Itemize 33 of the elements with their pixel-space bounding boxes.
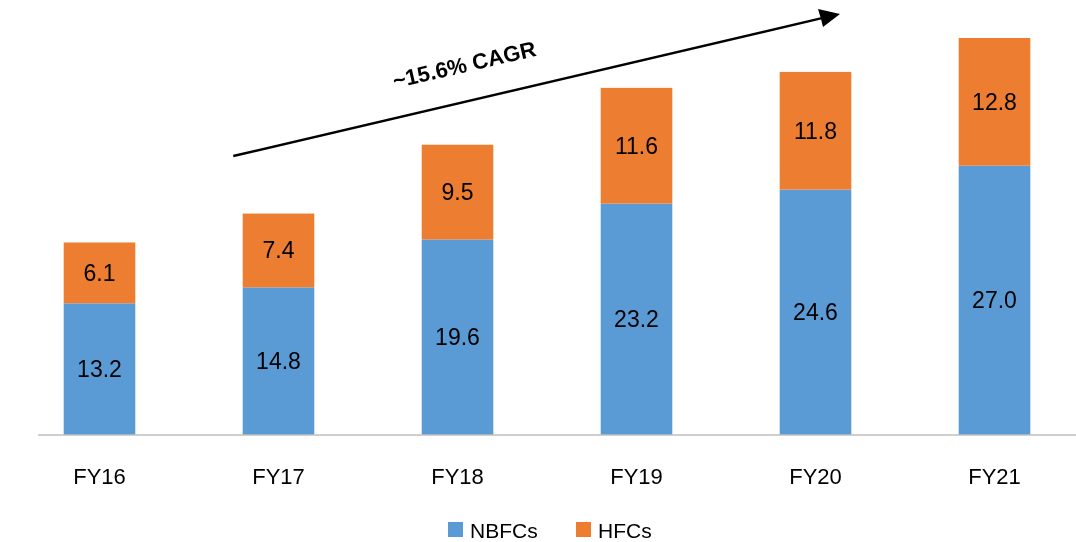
bar [958,165,1031,435]
data-label: 13.2 [77,356,122,383]
bar [242,287,315,435]
data-label: 12.8 [972,88,1017,115]
bar [421,239,494,435]
x-tick-label: FY17 [252,463,305,489]
x-tick-label: FY20 [789,463,842,489]
data-label: 9.5 [441,179,474,206]
data-label: 7.4 [262,237,295,264]
data-label: 27.0 [972,287,1017,314]
bar [779,71,852,190]
x-tick-label: FY19 [610,463,663,489]
legend-label: HFCs [598,518,652,542]
bar [779,189,852,435]
data-label: 23.2 [614,306,659,333]
bar [600,87,673,204]
data-label: 11.8 [793,117,838,144]
x-tick-label: FY16 [73,463,126,489]
bar [600,203,673,435]
data-label: 14.8 [256,348,301,375]
bar [421,144,494,240]
data-label: 6.1 [83,259,116,286]
x-tick-label: FY21 [968,463,1021,489]
data-label: 24.6 [793,299,838,326]
annotation: ~15.6% CAGR [390,36,539,94]
bar [63,242,136,304]
data-label: 19.6 [435,324,480,351]
x-tick-label: FY18 [431,463,484,489]
bar [242,213,315,288]
legend-label: NBFCs [470,518,538,542]
bar [958,37,1031,166]
bar [63,303,136,435]
data-label: 11.6 [614,132,659,159]
